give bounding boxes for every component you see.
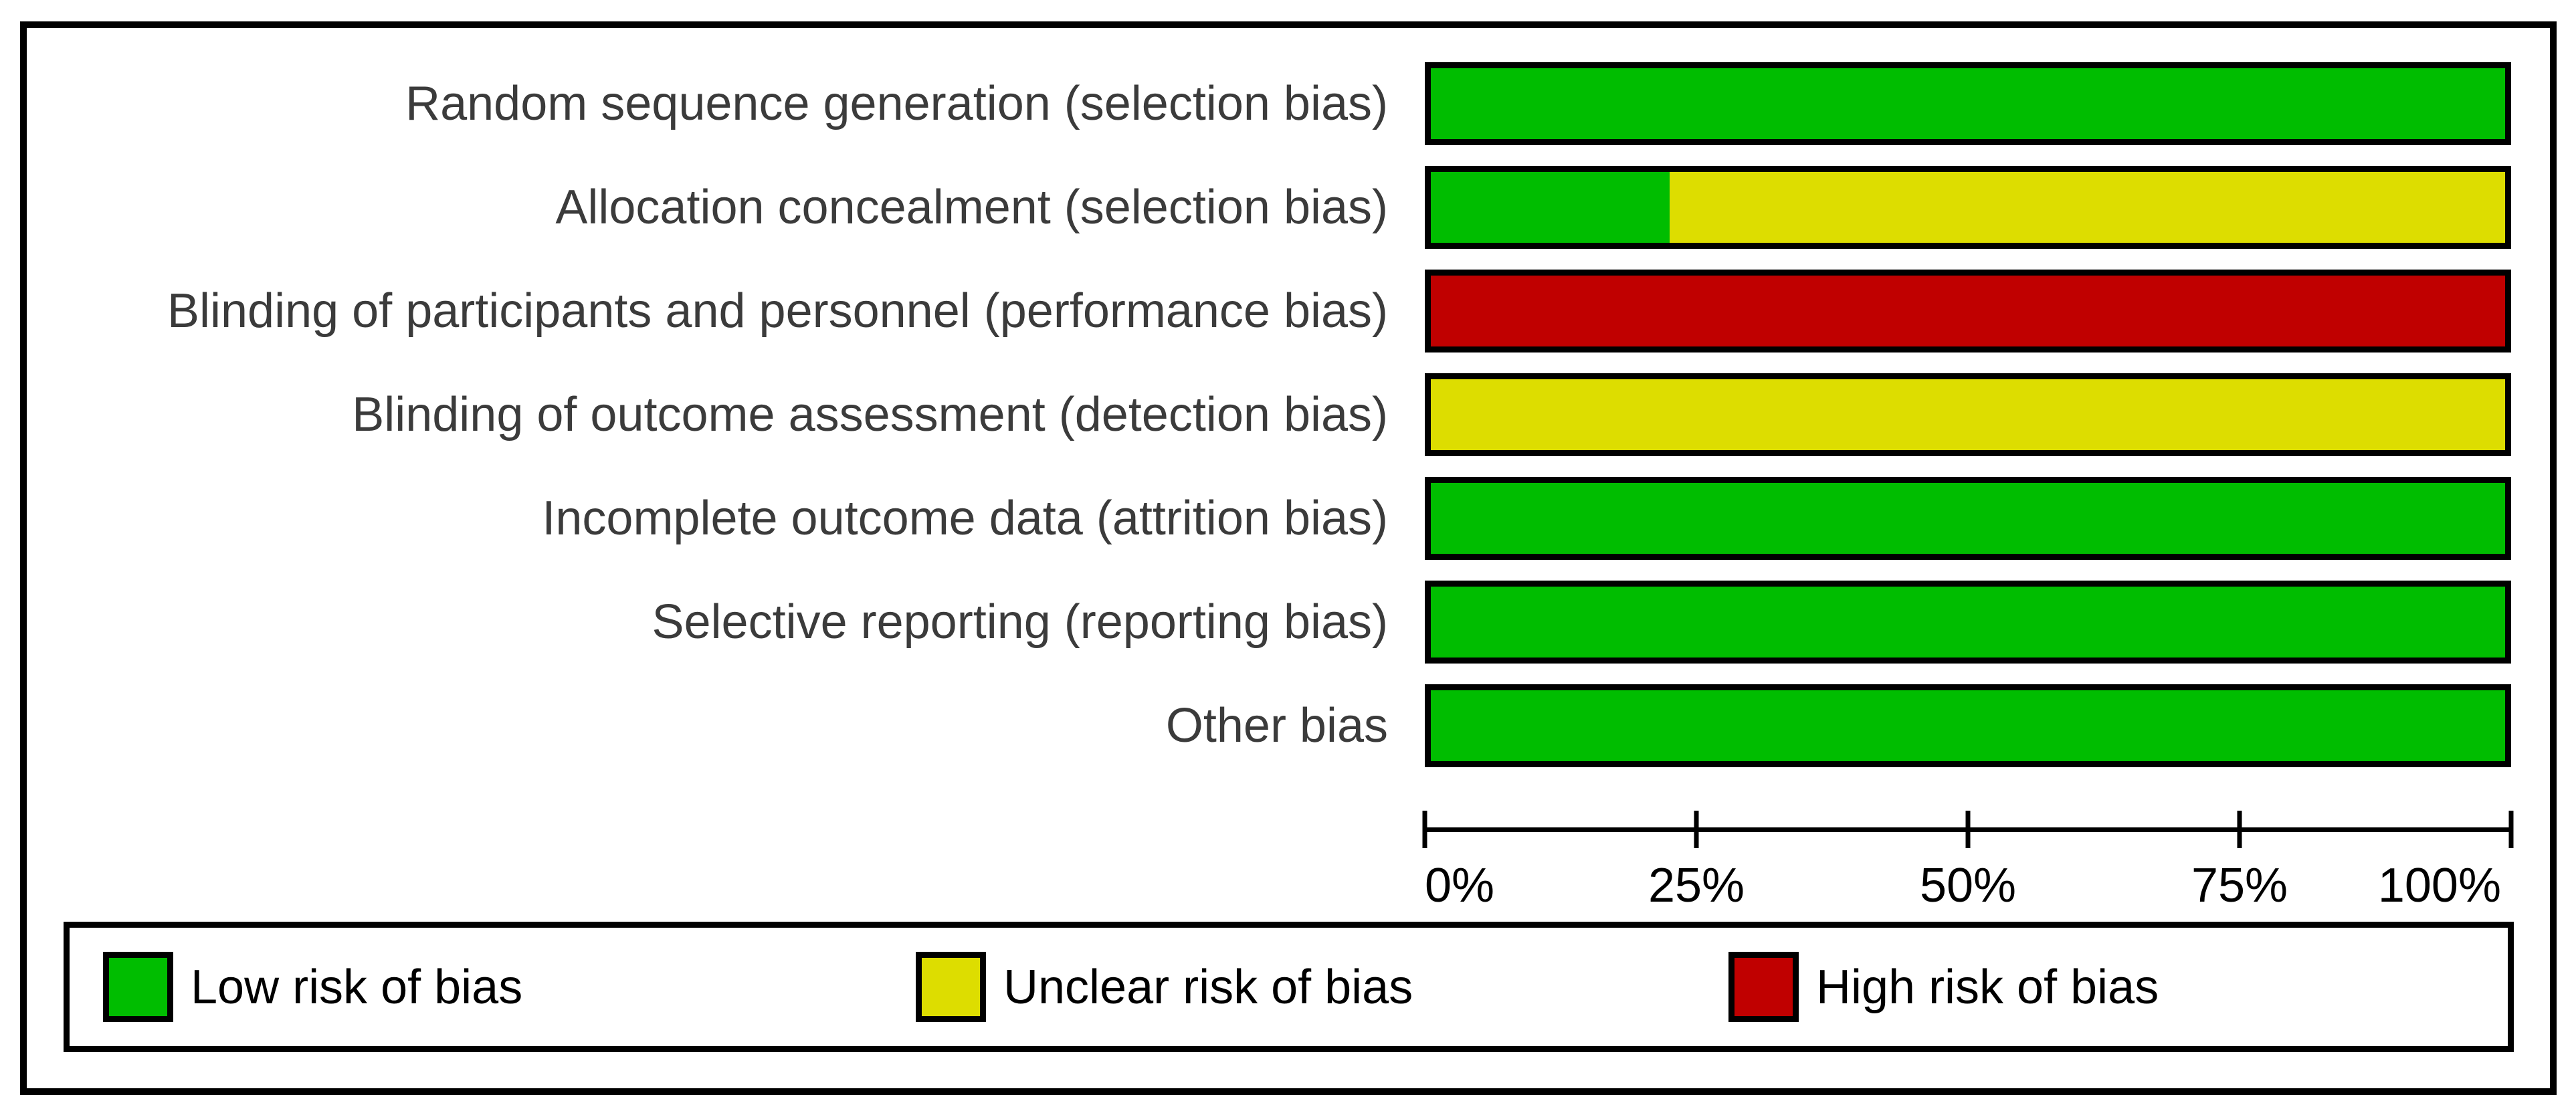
bar-segment-low-risk-of-bias bbox=[1431, 68, 2505, 139]
bar-segment-high-risk-of-bias bbox=[1431, 276, 2505, 346]
bar-segment-low-risk-of-bias bbox=[1431, 483, 2505, 554]
x-axis-tick-labels: 0% 25% 50% 75% 100% bbox=[1425, 862, 2511, 922]
stacked-bar bbox=[1425, 477, 2511, 560]
bar-segment-low-risk-of-bias bbox=[1431, 587, 2505, 658]
bar-segment-low-risk-of-bias bbox=[1431, 690, 2505, 761]
legend-item-unclear-risk-of-bias: Unclear risk of bias bbox=[882, 952, 1695, 1022]
category-label: Incomplete outcome data (attrition bias) bbox=[542, 492, 1388, 545]
x-axis-tick-label: 75% bbox=[2191, 859, 2288, 912]
bar-row: Other bias bbox=[0, 684, 2511, 767]
bar-segment-unclear-risk-of-bias bbox=[1669, 172, 2505, 243]
legend-label: Low risk of bias bbox=[191, 960, 523, 1014]
legend-swatch-high-risk-of-bias bbox=[1728, 952, 1799, 1022]
category-label: Blinding of outcome assessment (detectio… bbox=[352, 388, 1388, 441]
stacked-bar bbox=[1425, 684, 2511, 767]
x-axis-tick bbox=[1694, 811, 1699, 848]
bar-row: Selective reporting (reporting bias) bbox=[0, 581, 2511, 664]
x-axis-tick-label: 50% bbox=[1919, 859, 2017, 912]
stacked-bar bbox=[1425, 373, 2511, 456]
x-axis-tick-label: 25% bbox=[1648, 859, 1745, 912]
x-axis-tick bbox=[1965, 811, 1971, 848]
x-axis bbox=[1422, 811, 2514, 848]
bar-row: Incomplete outcome data (attrition bias) bbox=[0, 477, 2511, 560]
bar-row: Blinding of outcome assessment (detectio… bbox=[0, 373, 2511, 456]
category-label: Blinding of participants and personnel (… bbox=[167, 284, 1388, 338]
legend-label: Unclear risk of bias bbox=[1003, 960, 1413, 1014]
bar-rows: Random sequence generation (selection bi… bbox=[0, 62, 2511, 788]
legend-item-high-risk-of-bias: High risk of bias bbox=[1695, 952, 2508, 1022]
category-label: Other bias bbox=[1165, 699, 1388, 752]
bar-row: Blinding of participants and personnel (… bbox=[0, 270, 2511, 352]
bar-row: Allocation concealment (selection bias) bbox=[0, 166, 2511, 249]
x-axis-tick bbox=[1422, 811, 1427, 848]
legend-swatch-low-risk-of-bias bbox=[103, 952, 173, 1022]
stacked-bar bbox=[1425, 270, 2511, 352]
category-label: Random sequence generation (selection bi… bbox=[405, 77, 1388, 130]
legend-swatch-unclear-risk-of-bias bbox=[916, 952, 986, 1022]
legend-item-low-risk-of-bias: Low risk of bias bbox=[70, 952, 882, 1022]
legend-label: High risk of bias bbox=[1816, 960, 2159, 1014]
stacked-bar bbox=[1425, 581, 2511, 664]
x-axis-tick bbox=[2237, 811, 2242, 848]
bar-segment-low-risk-of-bias bbox=[1431, 172, 1670, 243]
stacked-bar bbox=[1425, 62, 2511, 145]
legend: Low risk of bias Unclear risk of bias High… bbox=[64, 922, 2514, 1052]
x-axis-tick-label: 100% bbox=[2377, 859, 2501, 912]
category-label: Selective reporting (reporting bias) bbox=[652, 595, 1388, 649]
x-axis-tick bbox=[2508, 811, 2514, 848]
category-label: Allocation concealment (selection bias) bbox=[555, 181, 1388, 234]
bar-segment-unclear-risk-of-bias bbox=[1431, 379, 2505, 450]
bar-row: Random sequence generation (selection bi… bbox=[0, 62, 2511, 145]
stacked-bar bbox=[1425, 166, 2511, 249]
x-axis-tick-label: 0% bbox=[1425, 859, 1495, 912]
